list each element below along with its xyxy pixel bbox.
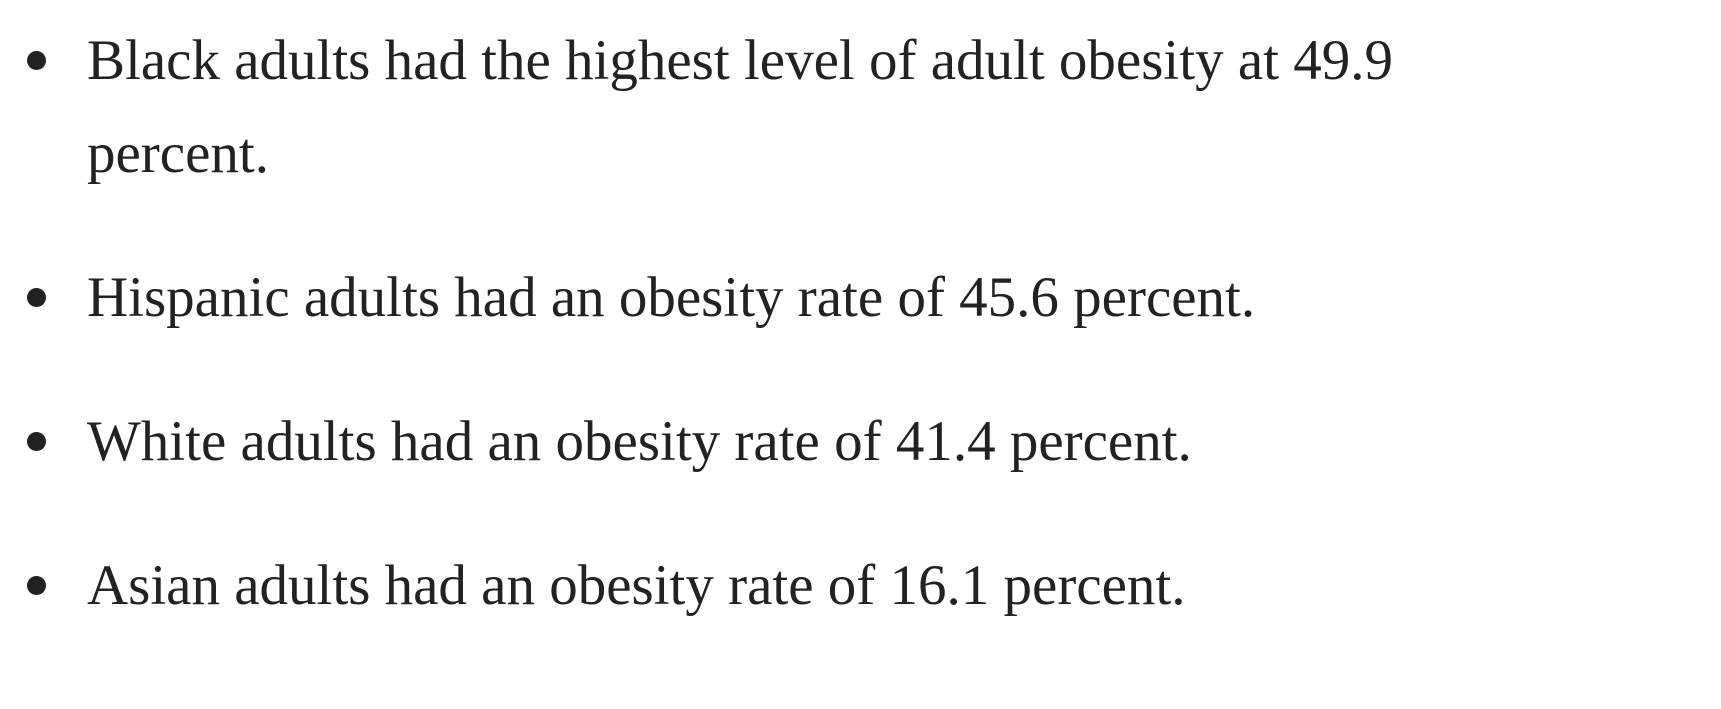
list-item: Hispanic adults had an obesity rate of 4… <box>0 251 1567 344</box>
list-item: Asian adults had an obesity rate of 16.1… <box>0 539 1567 632</box>
bullet-list: Black adults had the highest level of ad… <box>0 14 1567 632</box>
list-item: White adults had an obesity rate of 41.4… <box>0 395 1567 488</box>
list-item: Black adults had the highest level of ad… <box>0 14 1567 200</box>
